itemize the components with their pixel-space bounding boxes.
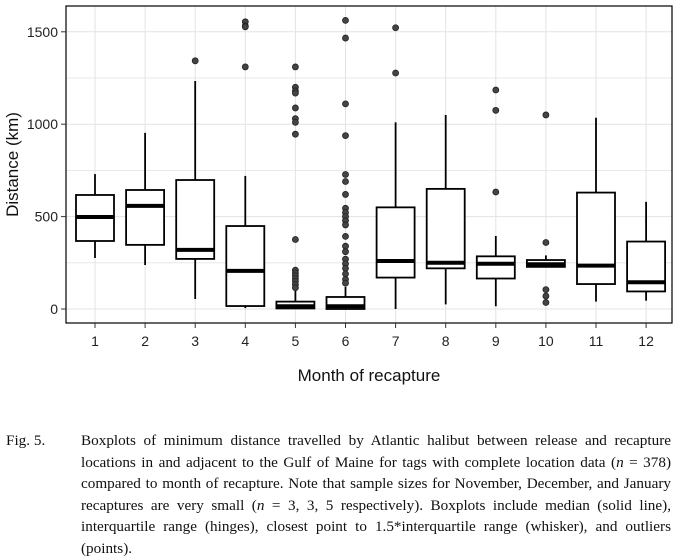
boxplot-month-4 xyxy=(225,18,266,309)
caption-text: Boxplots of minimum distance travelled b… xyxy=(81,430,671,559)
y-tick-label: 0 xyxy=(50,301,58,317)
outlier-point xyxy=(342,221,349,229)
boxplot-month-3 xyxy=(175,57,216,300)
outlier-point xyxy=(342,279,349,287)
outlier-point xyxy=(492,86,500,94)
outlier-point xyxy=(291,89,299,97)
box-iqr xyxy=(125,189,165,246)
boxplot-month-5 xyxy=(275,63,316,310)
grid-lines xyxy=(66,6,672,323)
outlier-point xyxy=(492,106,500,114)
boxplot-month-9 xyxy=(475,86,516,307)
x-tick-label: 3 xyxy=(191,333,199,349)
outlier-point xyxy=(342,248,349,256)
x-tick-label: 5 xyxy=(292,333,300,349)
outlier-point xyxy=(291,284,299,292)
boxplot-month-2 xyxy=(125,132,165,266)
outlier-point xyxy=(542,299,550,306)
outlier-point xyxy=(342,100,349,108)
outlier-point xyxy=(291,118,299,126)
outlier-point xyxy=(342,270,349,278)
box-iqr xyxy=(225,225,266,307)
outlier-point xyxy=(342,264,349,272)
outlier-point xyxy=(342,242,349,250)
box-iqr xyxy=(425,187,466,270)
x-tick-label: 10 xyxy=(538,333,554,349)
outlier-point xyxy=(241,23,249,31)
boxplot-month-6 xyxy=(325,16,366,310)
x-tick-label: 6 xyxy=(342,333,350,349)
outlier-point xyxy=(342,232,349,240)
boxplots xyxy=(75,16,666,310)
boxplot-month-8 xyxy=(425,114,466,305)
outlier-point xyxy=(342,16,349,24)
caption-n-symbol: n xyxy=(256,496,265,514)
x-tick-label: 4 xyxy=(241,333,249,349)
outlier-point xyxy=(342,171,349,178)
x-axis: 1 2 3 4 5 6 7 8 9 10 11 12 xyxy=(91,323,654,349)
x-tick-label: 1 xyxy=(91,333,99,349)
boxplot-month-1 xyxy=(75,174,115,258)
x-tick-label: 8 xyxy=(442,333,450,349)
x-tick-label: 11 xyxy=(589,333,604,349)
y-tick-label: 1000 xyxy=(27,116,58,132)
boxplot-month-12 xyxy=(626,201,666,301)
x-tick-label: 12 xyxy=(638,333,654,349)
box-iqr xyxy=(175,179,216,260)
caption-text-part: = 378) compared to month of recapture. N… xyxy=(81,453,672,514)
outlier-point xyxy=(342,34,349,42)
x-tick-label: 9 xyxy=(492,333,500,349)
outlier-point xyxy=(342,132,349,140)
outlier-point xyxy=(291,130,299,138)
box-iqr xyxy=(375,206,416,279)
outlier-point xyxy=(191,57,199,65)
outlier-point xyxy=(342,191,349,198)
plot-panel-border xyxy=(65,5,673,324)
x-axis-title: Month of recapture xyxy=(298,366,441,385)
box-iqr xyxy=(475,255,516,280)
figure-caption: Fig. 5. Boxplots of minimum distance tra… xyxy=(6,430,671,559)
outlier-point xyxy=(542,239,550,246)
outlier-point xyxy=(392,24,400,32)
outlier-point xyxy=(291,236,299,243)
outlier-point xyxy=(392,69,400,77)
y-axis: 0 500 1000 1500 xyxy=(27,24,66,317)
outlier-point xyxy=(241,63,249,71)
y-axis-title: Distance (km) xyxy=(3,112,22,217)
box-iqr xyxy=(576,191,616,285)
y-tick-label: 500 xyxy=(35,209,59,225)
outlier-point xyxy=(542,292,550,300)
y-tick-label: 1500 xyxy=(27,24,58,40)
outlier-point xyxy=(542,286,550,293)
boxplot-month-11 xyxy=(576,117,616,302)
outlier-point xyxy=(342,178,349,185)
outlier-point xyxy=(492,188,500,196)
boxplot-month-7 xyxy=(375,24,416,309)
caption-text-part: Boxplots of minimum distance travelled b… xyxy=(81,432,671,471)
x-tick-label: 2 xyxy=(141,333,149,349)
outlier-point xyxy=(291,104,299,112)
figure-label: Fig. 5. xyxy=(6,432,46,449)
caption-n-symbol: n xyxy=(616,453,624,471)
outlier-point xyxy=(542,111,550,119)
x-tick-label: 7 xyxy=(392,333,400,349)
outlier-point xyxy=(291,63,299,71)
boxplot-month-10 xyxy=(526,111,566,306)
caption-text-part: = 3, 3, 5 respectively). Boxplots includ… xyxy=(81,496,671,557)
